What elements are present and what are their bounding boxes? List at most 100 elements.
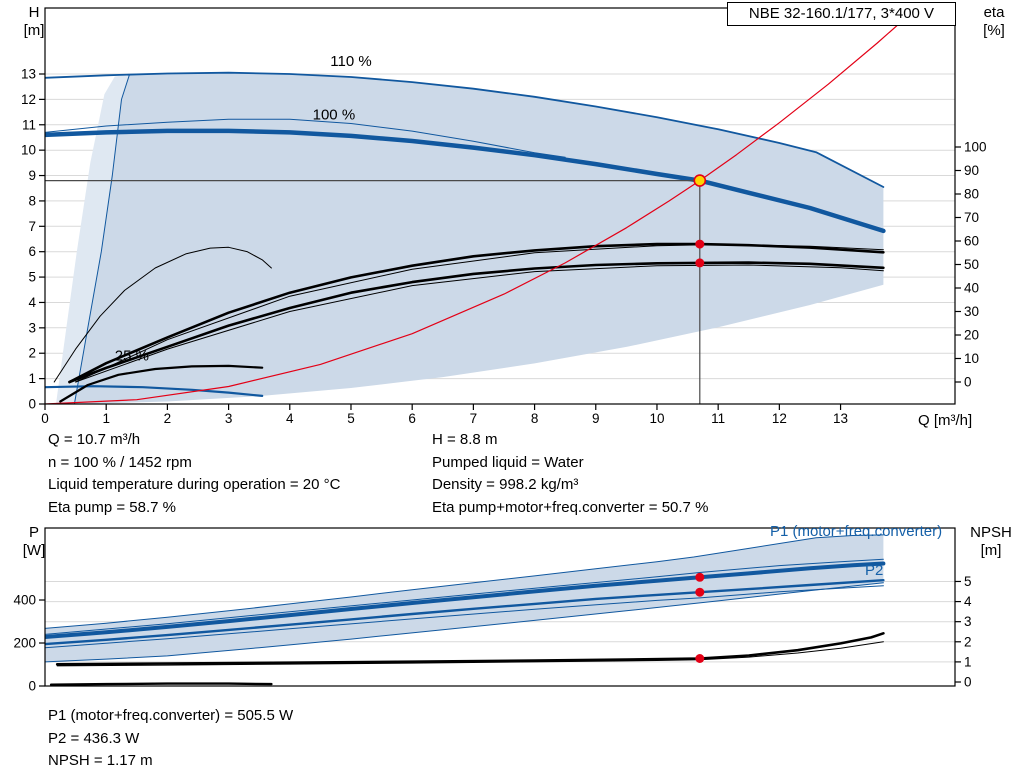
result-liquid-temperature: Liquid temperature during operation = 20… — [48, 476, 341, 493]
h-axis-label: H [m] — [16, 4, 52, 40]
eta-pump-curve — [68, 242, 885, 384]
tick-label: 50 — [964, 257, 979, 272]
p2-lower-thin — [45, 585, 884, 649]
tick-label: 4 — [286, 411, 294, 426]
power-results: P1 (motor+freq.converter) = 505.5 W P2 =… — [48, 705, 293, 773]
power-npsh-chart[interactable]: 0 200 400 0 1 2 3 4 5 P1 (motor+freq.converter) P2 — [13, 523, 972, 693]
result-density: Density = 998.2 kg/m³ — [432, 476, 579, 493]
result-h: H = 8.8 m — [432, 431, 498, 448]
tick-label: 12 — [772, 411, 787, 426]
duty-results-right: H = 8.8 m Pumped liquid = Water Density … — [432, 429, 708, 519]
tick-label: 9 — [592, 411, 600, 426]
tick-label: 0 — [964, 675, 972, 690]
result-speed: n = 100 % / 1452 rpm — [48, 453, 192, 471]
p-axis-unit: [W] — [22, 542, 46, 559]
tick-label: 1 — [102, 411, 110, 426]
npsh-axis-label: NPSH [m] — [962, 524, 1020, 560]
curve-100pct-tolerance — [45, 118, 566, 158]
eta-25pct-curve — [53, 246, 272, 383]
tick-label: 6 — [28, 244, 36, 259]
tick-label: 2 — [964, 634, 972, 649]
p2-marker — [695, 587, 705, 597]
p2-curve — [45, 579, 885, 646]
p-25pct-curve — [49, 682, 273, 686]
tick-label: 11 — [711, 411, 725, 426]
eta-axis-unit: [%] — [983, 22, 1005, 39]
label-25pct: 25 % — [115, 347, 149, 364]
p-envelope-bottom-line — [45, 582, 884, 663]
npsh-curve — [55, 631, 885, 666]
p1-marker — [695, 572, 705, 582]
tick-label: 2 — [28, 346, 36, 361]
duty-point-marker[interactable] — [693, 174, 707, 187]
tick-label: 70 — [964, 210, 979, 225]
system-curve-red — [45, 9, 915, 404]
eta-axis-letter: eta — [983, 4, 1005, 21]
tick-label: 1 — [964, 654, 972, 669]
npsh-thin — [56, 641, 884, 667]
tick-label: 10 — [964, 351, 979, 366]
tick-label: 4 — [964, 594, 972, 609]
h-axis-unit: [m] — [23, 22, 45, 39]
tick-label: 8 — [28, 193, 36, 208]
p1-upper-thin — [45, 558, 884, 635]
eta-total-marker — [695, 258, 705, 268]
tick-label: 1 — [28, 371, 36, 386]
tick-label: 13 — [833, 411, 848, 426]
curve-100pct — [45, 128, 886, 234]
result-npsh: NPSH = 1.17 m — [48, 752, 153, 769]
result-q: Q = 10.7 m³/h — [48, 431, 141, 448]
tick-label: 400 — [13, 593, 36, 608]
tick-label: 3 — [225, 411, 233, 426]
min-flow-boundary — [73, 74, 130, 404]
result-p1: P1 (motor+freq.converter) = 505.5 W — [48, 707, 294, 724]
tick-label: 40 — [964, 281, 979, 296]
tick-label: 11 — [22, 117, 36, 132]
duty-results-left: Q = 10.7 m³/h n = 100 % / 1452 rpm Liqui… — [48, 429, 340, 519]
label-p2: P2 — [865, 562, 883, 579]
eta-axis-label: eta [%] — [973, 4, 1015, 40]
tick-label: 30 — [964, 304, 979, 319]
label-100pct: 100 % — [313, 107, 356, 124]
tick-label: 12 — [21, 92, 36, 107]
npsh-axis-letter: NPSH — [970, 524, 1012, 541]
h-axis-letter: H — [28, 4, 40, 21]
result-eta-pump: Eta pump = 58.7 % — [48, 498, 176, 516]
eta-total-curve — [68, 261, 885, 384]
eta-total-thin — [75, 264, 884, 383]
tick-label: 20 — [964, 328, 979, 343]
q-axis-label: Q [m³/h] — [918, 412, 973, 429]
tick-label: 8 — [531, 411, 539, 426]
label-110pct: 110 % — [330, 53, 371, 70]
npsh-marker — [695, 654, 705, 663]
qh-eta-chart[interactable]: 0123456789101112130102030405060708090100… — [21, 7, 987, 426]
label-p1: P1 (motor+freq.converter) — [770, 523, 942, 540]
eta-pump-marker — [695, 239, 705, 249]
tick-label: 200 — [13, 636, 36, 651]
pump-title-box: NBE 32-160.1/177, 3*400 V — [727, 2, 956, 26]
p-envelope-top-line — [45, 534, 884, 629]
tick-label: 100 — [964, 140, 987, 155]
tick-label: 10 — [21, 143, 36, 158]
p-axis-label: P [W] — [16, 524, 52, 560]
envelope-left-wedge — [56, 74, 130, 404]
tick-label: 9 — [28, 168, 36, 183]
p-axis-letter: P — [28, 524, 39, 541]
tick-label: 0 — [28, 679, 36, 694]
tick-label: 2 — [164, 411, 172, 426]
tick-label: 6 — [408, 411, 416, 426]
tick-label: 5 — [28, 270, 36, 285]
plot-frame — [44, 527, 956, 687]
tick-label: 4 — [28, 295, 36, 310]
tick-label: 3 — [964, 614, 972, 629]
p1-curve — [45, 561, 886, 639]
plot-frame — [44, 7, 956, 405]
tick-label: 80 — [964, 187, 979, 202]
result-p2: P2 = 436.3 W — [48, 729, 140, 747]
tick-label: 5 — [347, 411, 355, 426]
curve-25pct-aux — [59, 364, 264, 403]
tick-label: 0 — [28, 397, 36, 412]
tick-label: 3 — [28, 320, 36, 335]
